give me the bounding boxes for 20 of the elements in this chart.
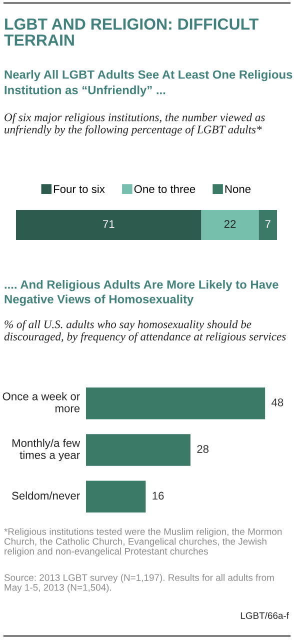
legend-label: None xyxy=(225,185,251,194)
text: LGBT/66a-f xyxy=(240,612,290,619)
chart-subtitle: % of all U.S. adults who say homosexuality should be discouraged, by frequency of attendance at religious services xyxy=(4,320,286,343)
data-label: 7 xyxy=(265,220,270,228)
data-label: 28 xyxy=(197,445,209,453)
text: Of six major religious institutions, the number viewed as unfriendly by the following percentage of LGBT adults* xyxy=(4,113,265,136)
data-label: 48 xyxy=(272,398,284,406)
data-label: 16 xyxy=(152,492,164,500)
legend-label: Four to six xyxy=(54,184,105,194)
data-label: 71 xyxy=(103,220,114,228)
chart-title: LGBT AND RELIGION: DIFFICULT TERRAIN xyxy=(4,18,258,46)
data-label: 22 xyxy=(224,220,236,228)
chart-title: .... And Religious Adults Are More Likely to Have Negative Views of Homosexuality xyxy=(4,280,278,306)
y-tick-label: Monthly/a few times a year xyxy=(12,438,80,462)
chart-subtitle: Nearly All LGBT Adults See At Least One Religious Institution as “Unfriendly” ... xyxy=(4,70,292,97)
text: *Religious institutions tested were the Muslim religion, the Mormon Church, the Catholic Church, Evangelical churches, the Jewish religion and non-evangelical Protestant churches xyxy=(4,528,282,556)
y-tick-label: Once a week or more xyxy=(2,392,80,412)
legend-label: One to three xyxy=(134,184,196,194)
source-note: Source: 2013 LGBT survey (N=1,197). Results for all adults from May 1-5, 2013 (N=1,504). xyxy=(4,574,274,593)
y-tick-label: Seldom/never xyxy=(12,491,80,500)
